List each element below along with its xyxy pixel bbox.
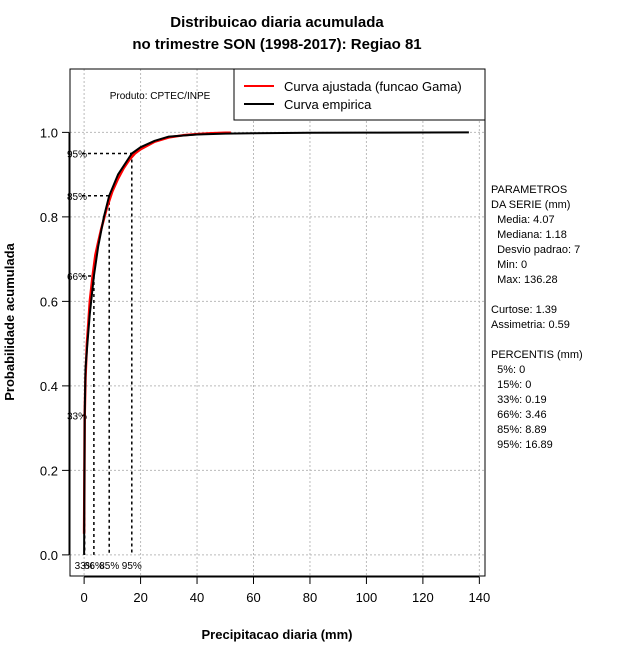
percentile-label-bottom-3: 95% — [122, 561, 142, 572]
stats-line-8: Curtose: 1.39 — [491, 304, 557, 316]
y-tick-label-1: 0.2 — [40, 463, 58, 478]
axes: 0 20 40 60 80 100 120 140 0.0 0.2 0.4 0.6 0.8 1.0 — [40, 125, 490, 605]
series-lines — [82, 131, 469, 555]
percentile-label-bottom-0: 33% — [75, 561, 95, 572]
y-tick-label-4: 0.8 — [40, 210, 58, 225]
stats-line-1: DA SERIE (mm) — [491, 199, 570, 211]
stats-line-13: 15%: 0 — [491, 379, 531, 391]
stats-line-14: 33%: 0.19 — [491, 394, 547, 406]
percentile-label-left-1: 66% — [67, 272, 87, 283]
x-tick-label-6: 120 — [412, 590, 434, 605]
percentile-label-left-3: 95% — [67, 150, 87, 161]
x-tick-label-3: 60 — [246, 590, 260, 605]
series-line-1 — [83, 131, 469, 555]
y-axis-label: Probabilidade acumulada — [2, 242, 17, 400]
grid — [70, 69, 485, 576]
stats-line-3: Mediana: 1.18 — [491, 229, 567, 241]
x-tick-label-2: 40 — [190, 590, 204, 605]
percentile-label-left-0: 33% — [67, 411, 87, 422]
stats-line-0: PARAMETROS — [491, 184, 567, 196]
stats-line-4: Desvio padrao: 7 — [491, 244, 580, 256]
x-tick-label-1: 20 — [133, 590, 147, 605]
percentile-markers: 33%33%66%66%85%85%95%95% — [67, 150, 142, 572]
x-axis-label: Precipitacao diaria (mm) — [202, 627, 353, 642]
stats-line-12: 5%: 0 — [491, 364, 525, 376]
stats-line-5: Min: 0 — [491, 259, 527, 271]
stats-line-17: 95%: 16.89 — [491, 439, 553, 451]
chart-title-line-2: no trimestre SON (1998-2017): Regiao 81 — [132, 36, 421, 53]
x-tick-label-7: 140 — [469, 590, 491, 605]
y-tick-label-0: 0.0 — [40, 548, 58, 563]
x-tick-label-5: 100 — [356, 590, 378, 605]
x-tick-label-0: 0 — [80, 590, 87, 605]
y-tick-label-3: 0.6 — [40, 294, 58, 309]
series-line-0 — [82, 131, 231, 534]
x-tick-label-4: 80 — [303, 590, 317, 605]
stats-line-15: 66%: 3.46 — [491, 409, 547, 421]
y-tick-label-2: 0.4 — [40, 379, 58, 394]
stats-line-11: PERCENTIS (mm) — [491, 349, 583, 361]
legend-box — [233, 68, 486, 121]
legend: Curva ajustada (funcao Gama) Curva empir… — [233, 68, 486, 121]
percentile-label-left-2: 85% — [67, 192, 87, 203]
percentile-label-bottom-2: 85% — [99, 561, 119, 572]
credit-text: Produto: CPTEC/INPE — [110, 91, 211, 102]
chart-title-line-1: Distribuicao diaria acumulada — [170, 14, 384, 31]
stats-line-6: Max: 136.28 — [491, 274, 558, 286]
stats-panel: PARAMETROS DA SERIE (mm) Media: 4.07 Medi… — [491, 184, 583, 451]
stats-line-9: Assimetria: 0.59 — [491, 319, 570, 331]
percentile-label-bottom-1: 66% — [84, 561, 104, 572]
y-tick-label-5: 1.0 — [40, 125, 58, 140]
legend-label-empirical: Curva empirica — [284, 97, 372, 112]
stats-line-16: 85%: 8.89 — [491, 424, 547, 436]
stats-line-2: Media: 4.07 — [491, 214, 555, 226]
legend-label-fitted: Curva ajustada (funcao Gama) — [284, 79, 462, 94]
